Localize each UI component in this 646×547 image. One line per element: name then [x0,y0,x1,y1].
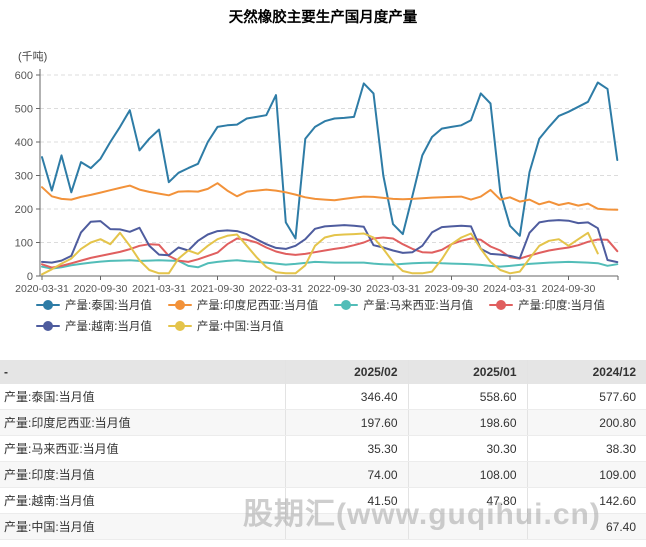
series-line-india [41,236,619,269]
series-line-indonesia [41,182,619,211]
legend-item-thailand[interactable]: 产量:泰国:当月值 [36,297,152,313]
x-axis-tick-label: 2020-03-31 [15,283,69,295]
row-value [407,513,527,540]
row-value: 108.00 [407,461,527,488]
row-value: 74.00 [284,461,408,488]
x-axis-tick-label: 2021-09-30 [191,283,245,295]
row-value: 346.40 [284,384,408,410]
row-value: 142.60 [526,487,646,514]
legend-marker-icon [489,300,514,310]
x-axis-tick-label: 2020-09-30 [74,283,128,295]
legend-marker-icon [36,300,60,310]
row-value: 109.00 [526,461,646,488]
row-value: 35.30 [284,435,408,462]
x-axis-tick-label: 2022-09-30 [308,283,362,295]
legend-item-malaysia[interactable]: 产量:马来西亚:当月值 [334,297,473,313]
legend-label: 产量:泰国:当月值 [65,300,152,312]
table-header-row: - 2025/02 2025/01 2024/12 [0,360,646,384]
y-axis-tick-label: 600 [15,70,33,82]
table-header-series: - [0,360,285,384]
row-value [284,513,408,540]
row-value: 198.60 [407,409,527,436]
row-value: 67.40 [526,513,646,540]
table-header-period-3: 2024/12 [526,360,646,384]
legend-label: 产量:越南:当月值 [65,321,152,333]
series-line-thailand [41,81,619,240]
legend-item-vietnam[interactable]: 产量:越南:当月值 [36,318,152,334]
series-line-vietnam [41,219,619,264]
y-axis-tick-label: 400 [15,137,33,149]
legend-item-china[interactable]: 产量:中国:当月值 [167,318,284,334]
row-value: 197.60 [284,409,408,436]
x-axis-tick-label: 2022-03-31 [249,283,303,295]
table-header-period-1: 2025/02 [284,360,408,384]
y-axis-tick-label: 200 [15,204,33,216]
y-axis-unit-label: (千吨) [18,51,48,63]
table-body: 产量:泰国:当月值 346.40 558.60 577.60 产量:印度尼西亚:当月值 1… [0,384,646,540]
row-label: 产量:马来西亚:当月值 [0,435,285,462]
legend-marker-icon [36,321,60,331]
y-axis-tick-label: 0 [27,271,33,283]
row-label: 产量:印度:当月值 [0,461,285,488]
row-value: 200.80 [526,409,646,436]
table-row: 产量:印度:当月值 74.00 108.00 109.00 [0,461,646,488]
series-line-china [41,231,599,276]
legend-label: 产量:马来西亚:当月值 [363,300,474,312]
legend-marker-icon [167,300,192,310]
row-value: 30.30 [407,435,527,462]
x-axis-tick-label: 2021-03-31 [132,283,186,295]
x-axis-tick-label: 2024-03-31 [483,283,537,295]
row-value: 38.30 [526,435,646,462]
x-axis-tick-label: 2023-03-31 [366,283,420,295]
latest-values-table: - 2025/02 2025/01 2024/12 产量:泰国:当月值 346.4… [0,360,646,540]
legend-marker-icon [334,300,359,310]
x-axis-tick-label: 2023-09-30 [425,283,479,295]
row-value: 47.80 [407,487,527,514]
x-axis-tick-label: 2024-09-30 [542,283,596,295]
legend-item-india[interactable]: 产量:印度:当月值 [489,297,605,313]
table-row: 产量:印度尼西亚:当月值 197.60 198.60 200.80 [0,409,646,436]
row-label: 产量:越南:当月值 [0,487,285,514]
chart-legend: 产量:泰国:当月值 产量:印度尼西亚:当月值 产量:马来西亚:当月值 产量:印度:当月… [36,297,616,334]
y-axis-tick-label: 500 [15,104,33,116]
row-value: 577.60 [526,384,646,410]
table-row: 产量:中国:当月值 67.40 [0,513,646,540]
row-value: 41.50 [284,487,408,514]
legend-item-indonesia[interactable]: 产量:印度尼西亚:当月值 [167,297,319,313]
production-line-chart[interactable]: 0 100 200 300 400 500 600 2020-03-31 2020-09-30 2… [0,56,646,297]
row-value: 558.60 [407,384,527,410]
legend-label: 产量:印度尼西亚:当月值 [196,300,319,312]
legend-marker-icon [167,321,192,331]
series-line-malaysia [41,259,619,270]
row-label: 产量:印度尼西亚:当月值 [0,409,285,436]
table-row: 产量:泰国:当月值 346.40 558.60 577.60 [0,384,646,410]
table-row: 产量:马来西亚:当月值 35.30 30.30 38.30 [0,435,646,462]
page-title: 天然橡胶主要生产国月度产量 [228,10,418,26]
row-label: 产量:中国:当月值 [0,513,285,540]
table-row: 产量:越南:当月值 41.50 47.80 142.60 [0,487,646,514]
legend-label: 产量:印度:当月值 [518,300,606,312]
row-label: 产量:泰国:当月值 [0,384,285,410]
legend-label: 产量:中国:当月值 [196,321,284,333]
y-axis-tick-label: 300 [15,171,33,183]
y-axis-tick-label: 100 [15,238,33,250]
table-header-period-2: 2025/01 [407,360,527,384]
